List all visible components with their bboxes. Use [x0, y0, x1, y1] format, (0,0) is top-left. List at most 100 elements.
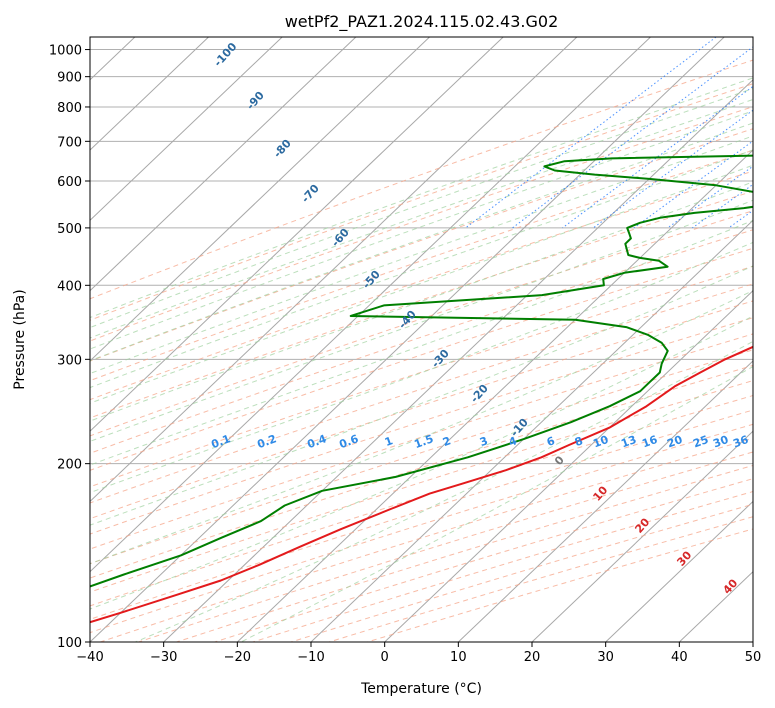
- dry-adiabat-label: -70: [299, 182, 322, 206]
- moist-adiabat: [90, 88, 753, 329]
- isotherm-line: [90, 37, 504, 432]
- dry-adiabat: [90, 333, 753, 550]
- isotherm-line: [163, 79, 753, 642]
- mixing-ratio-label: 36: [731, 433, 750, 451]
- mixing-ratio-label: 8: [573, 434, 585, 449]
- x-tick-label: −20: [224, 650, 251, 665]
- dry-adiabat: [90, 283, 753, 504]
- x-tick-label: 30: [597, 650, 614, 665]
- moist-adiabat: [90, 290, 753, 565]
- mixing-ratio-label: 3: [478, 434, 490, 449]
- moist-adiabat: [90, 315, 753, 610]
- isotherm-line: [678, 571, 753, 642]
- x-tick-label: −40: [76, 650, 103, 665]
- dry-adiabat: [90, 380, 753, 593]
- moist-adiabat: [90, 110, 753, 350]
- dry-adiabat: [90, 149, 753, 382]
- moist-adiabat: [90, 265, 753, 526]
- x-tick-label: 50: [745, 650, 762, 665]
- y-tick-label: 200: [57, 458, 82, 473]
- isotherm-line: [90, 37, 651, 573]
- dry-adiabat: [90, 128, 753, 362]
- y-tick-label: 900: [57, 71, 82, 86]
- dry-adiabat: [100, 437, 753, 642]
- mixing-ratio-line: [465, 37, 717, 229]
- y-axis-label: Pressure (hPa): [12, 289, 28, 389]
- temperature-profile: [90, 345, 753, 624]
- dry-adiabat: [90, 106, 753, 342]
- dry-adiabat-label: 30: [674, 548, 694, 568]
- mixing-ratio-label: 25: [691, 433, 710, 450]
- isotherm-line: [531, 430, 753, 642]
- dry-adiabat: [90, 265, 753, 488]
- dry-adiabat: [90, 364, 753, 579]
- x-tick-label: 40: [671, 650, 688, 665]
- mixing-ratio-label: 16: [640, 433, 659, 451]
- moist-adiabat: [90, 77, 753, 319]
- isotherm-line: [384, 289, 753, 642]
- dry-adiabat-label: -90: [244, 89, 267, 113]
- dry-adiabat-label: -30: [429, 347, 452, 371]
- mixing-ratio-label: 20: [665, 433, 684, 451]
- dry-adiabat-label: -80: [271, 137, 294, 161]
- moist-adiabat: [90, 181, 753, 422]
- dewpoint-profile: [90, 154, 753, 588]
- dry-adiabat: [90, 349, 753, 565]
- dry-adiabat: [90, 210, 753, 437]
- x-axis-label: Temperature (°C): [360, 681, 482, 697]
- mixing-ratio-label: 6: [545, 434, 557, 449]
- x-axis: −40 −30 −20 −10 0 10 20 30 40 50: [76, 642, 761, 665]
- isotherm-line: [752, 641, 753, 642]
- dry-adiabat: [90, 394, 753, 607]
- y-tick-label: 100: [57, 636, 82, 651]
- y-tick-label: 700: [57, 135, 82, 150]
- plot-frame: [89, 36, 754, 643]
- x-tick-label: −30: [150, 650, 177, 665]
- moist-adiabat: [90, 122, 753, 362]
- isotherm-line: [90, 37, 209, 151]
- reference-lines: [90, 37, 775, 642]
- dry-adiabat: [90, 317, 753, 535]
- dry-adiabat: [90, 409, 753, 620]
- moist-adiabat: [90, 98, 753, 339]
- isotherm-line: [310, 219, 753, 642]
- isotherm-line: [90, 37, 725, 642]
- moist-adiabat: [90, 149, 753, 389]
- mixing-ratio-line: [692, 183, 753, 229]
- dry-adiabat: [328, 516, 753, 642]
- mixing-ratio-label: 13: [619, 433, 638, 450]
- dry-adiabat: [90, 300, 753, 520]
- y-tick-label: 400: [57, 279, 82, 294]
- x-tick-label: 0: [381, 650, 389, 665]
- mixing-ratio-label: 4: [507, 434, 519, 449]
- isotherm-line: [0, 37, 61, 642]
- dry-adiabat: [90, 59, 753, 300]
- dry-adiabat-label: 10: [590, 483, 610, 503]
- series-layer: [90, 154, 753, 624]
- dry-adiabat: [90, 190, 753, 419]
- isotherm-line: [457, 360, 753, 642]
- dry-adiabat: [90, 247, 753, 471]
- y-tick-label: 800: [57, 101, 82, 116]
- moist-adiabat: [90, 164, 753, 404]
- mixing-ratio-label: 10: [591, 433, 610, 451]
- chart-title: wetPf2_PAZ1.2024.115.02.43.G02: [285, 12, 559, 32]
- mixing-ratio-label: 1.5: [412, 432, 435, 451]
- dry-adiabat-label: 40: [720, 576, 740, 596]
- moist-adiabat: [90, 135, 753, 375]
- mixing-ratio-label: 0.4: [305, 432, 328, 451]
- mixing-ratio-line: [755, 37, 775, 228]
- y-tick-label: 500: [57, 222, 82, 237]
- mixing-ratio-label: 0.1: [209, 432, 232, 451]
- dry-adiabat-label: 0: [552, 453, 567, 468]
- dry-adiabat: [367, 528, 753, 642]
- moist-adiabat: [135, 340, 753, 642]
- isotherm-line: [236, 149, 753, 642]
- y-tick-label: 300: [57, 353, 82, 368]
- mixing-ratio-line: [593, 109, 753, 229]
- dry-adiabat: [214, 478, 753, 642]
- grid-layer: [0, 37, 753, 642]
- dry-adiabat: [90, 229, 753, 454]
- mixing-ratio-label: 0.6: [337, 432, 360, 451]
